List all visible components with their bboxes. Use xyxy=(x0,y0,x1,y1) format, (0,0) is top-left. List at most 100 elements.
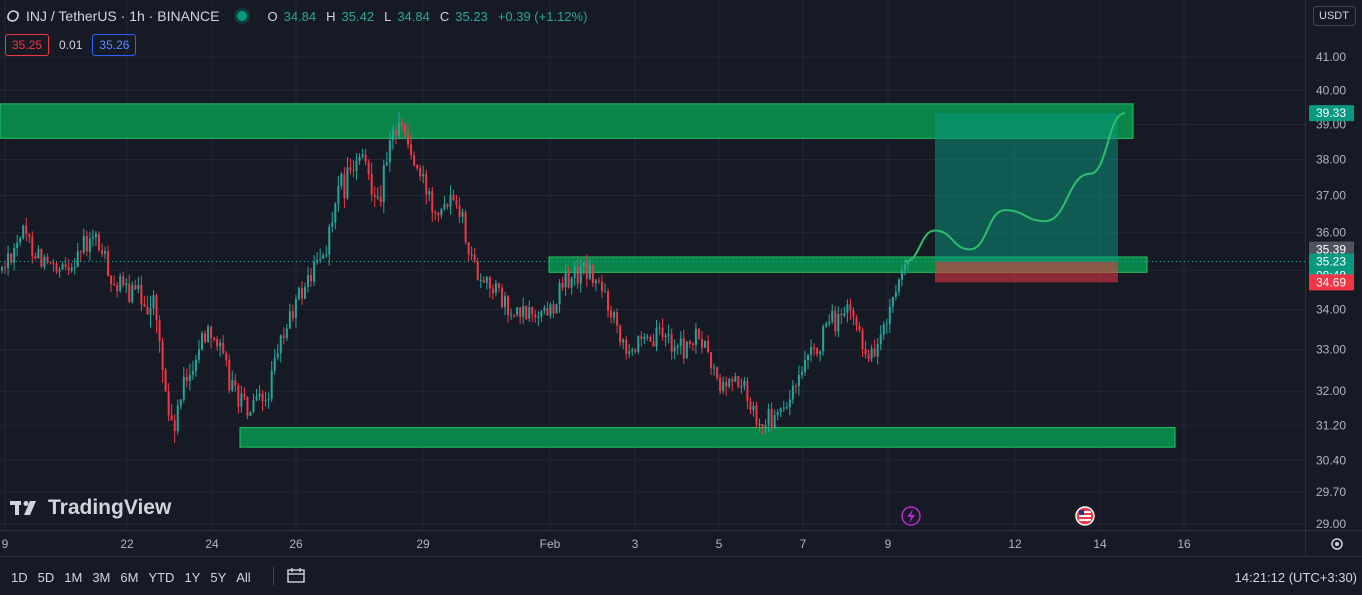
candle-body xyxy=(219,342,222,347)
candle-body xyxy=(576,266,579,284)
range-button-1m[interactable]: 1M xyxy=(64,570,83,585)
us-flag-event-icon[interactable] xyxy=(1075,506,1095,526)
zone-support[interactable] xyxy=(239,427,1176,448)
candle-body xyxy=(258,393,261,397)
candle-body xyxy=(34,256,37,259)
projection-path[interactable] xyxy=(904,112,1126,263)
goto-date-icon[interactable] xyxy=(287,567,305,583)
candle-body xyxy=(376,196,379,198)
candle-body xyxy=(488,276,491,289)
candle-body xyxy=(658,327,661,329)
svg-text:34.69: 34.69 xyxy=(1316,275,1346,289)
candle-body xyxy=(737,376,740,387)
tradingview-watermark: TradingView xyxy=(10,496,171,520)
candle-body xyxy=(113,284,116,286)
candle-body xyxy=(597,280,600,282)
candle-body xyxy=(594,280,597,284)
position-target-area[interactable] xyxy=(935,113,1118,262)
candle-body xyxy=(407,134,410,145)
candle-body xyxy=(458,205,461,217)
candle-body xyxy=(91,237,94,239)
candle-body xyxy=(764,425,767,428)
candle-body xyxy=(185,376,188,381)
range-button-5d[interactable]: 5D xyxy=(37,570,55,585)
candle-body xyxy=(194,359,197,372)
candle-body xyxy=(276,353,279,358)
price-label-high: 35.39 xyxy=(1309,241,1354,258)
candle-body xyxy=(670,334,673,352)
candle-body xyxy=(164,369,167,392)
candle-body xyxy=(273,357,276,371)
candle-body xyxy=(173,420,176,432)
range-button-3m[interactable]: 3M xyxy=(92,570,111,585)
candle-body xyxy=(846,304,849,314)
candle-body xyxy=(810,347,813,355)
candle-body xyxy=(404,124,407,135)
price-label-target: 39.33 xyxy=(1309,105,1354,122)
range-button-1d[interactable]: 1D xyxy=(11,570,28,585)
candle-body xyxy=(803,359,806,372)
candle-body xyxy=(888,306,891,324)
range-button-all[interactable]: All xyxy=(236,570,251,585)
price-tick-label: 30.40 xyxy=(1316,453,1346,467)
candle-body xyxy=(137,284,140,290)
candle-body xyxy=(513,314,516,316)
candle-body xyxy=(794,385,797,387)
price-tick-label: 41.00 xyxy=(1316,50,1346,64)
candles xyxy=(1,112,909,444)
high-value: 35.42 xyxy=(341,8,375,24)
candle-body xyxy=(25,225,28,234)
candle-body xyxy=(437,213,440,216)
candle-body xyxy=(294,298,297,318)
price-chart[interactable]: 41.0040.0039.0038.0037.0036.0035.0034.00… xyxy=(0,0,1362,556)
time-tick-label: 3 xyxy=(632,537,639,551)
candle-body xyxy=(825,323,828,327)
candle-body xyxy=(300,288,303,299)
candle-body xyxy=(503,296,506,307)
time-tick-label: 16 xyxy=(1177,537,1191,551)
candle-body xyxy=(782,407,785,409)
chart-settings-icon[interactable] xyxy=(1331,538,1343,550)
candle-body xyxy=(867,354,870,359)
candle-body xyxy=(446,204,449,207)
open-value: 34.84 xyxy=(283,8,317,24)
candle-body xyxy=(903,263,906,270)
price-axis[interactable]: 41.0040.0039.0038.0037.0036.0035.0034.00… xyxy=(1316,50,1346,531)
candle-body xyxy=(582,262,585,267)
candle-body xyxy=(228,360,231,391)
candle-body xyxy=(873,348,876,357)
candle-body xyxy=(667,334,670,336)
range-button-ytd[interactable]: YTD xyxy=(148,570,175,585)
candle-body xyxy=(88,238,91,252)
candle-body xyxy=(46,256,49,263)
candle-body xyxy=(870,348,873,359)
candle-body xyxy=(573,266,576,279)
lightning-event-icon[interactable] xyxy=(901,506,921,526)
symbol-title[interactable]: INJ / TetherUS · 1h · BINANCE xyxy=(26,8,220,24)
candle-body xyxy=(907,261,909,264)
candle-body xyxy=(97,233,100,251)
position-stop-area[interactable] xyxy=(935,261,1118,283)
timezone-clock[interactable]: 14:21:12 (UTC+3:30) xyxy=(1234,570,1357,585)
buy-button[interactable]: 35.26 xyxy=(92,34,137,56)
range-button-6m[interactable]: 6M xyxy=(120,570,139,585)
candle-body xyxy=(355,160,358,171)
candle-body xyxy=(197,349,200,360)
price-tick-label: 29.00 xyxy=(1316,517,1346,531)
candle-body xyxy=(285,328,288,339)
time-range-buttons: 1D 5D 1M 3M 6M YTD 1Y 5Y All xyxy=(11,570,251,585)
time-tick-label: 9 xyxy=(885,537,892,551)
time-tick-label: 7 xyxy=(800,537,807,551)
time-axis[interactable]: 9 22 24 26 29 Feb 3 5 7 9 12 14 16 xyxy=(2,537,1191,551)
range-button-5y[interactable]: 5Y xyxy=(210,570,227,585)
sell-button[interactable]: 35.25 xyxy=(5,34,50,56)
candle-body xyxy=(864,348,867,355)
candle-body xyxy=(625,339,628,354)
candle-body xyxy=(388,140,391,163)
range-button-1y[interactable]: 1Y xyxy=(184,570,201,585)
candle-body xyxy=(579,266,582,284)
time-tick-label: 14 xyxy=(1093,537,1107,551)
currency-selector[interactable]: USDT xyxy=(1313,6,1356,26)
candle-body xyxy=(319,258,322,260)
candle-body xyxy=(28,233,31,237)
